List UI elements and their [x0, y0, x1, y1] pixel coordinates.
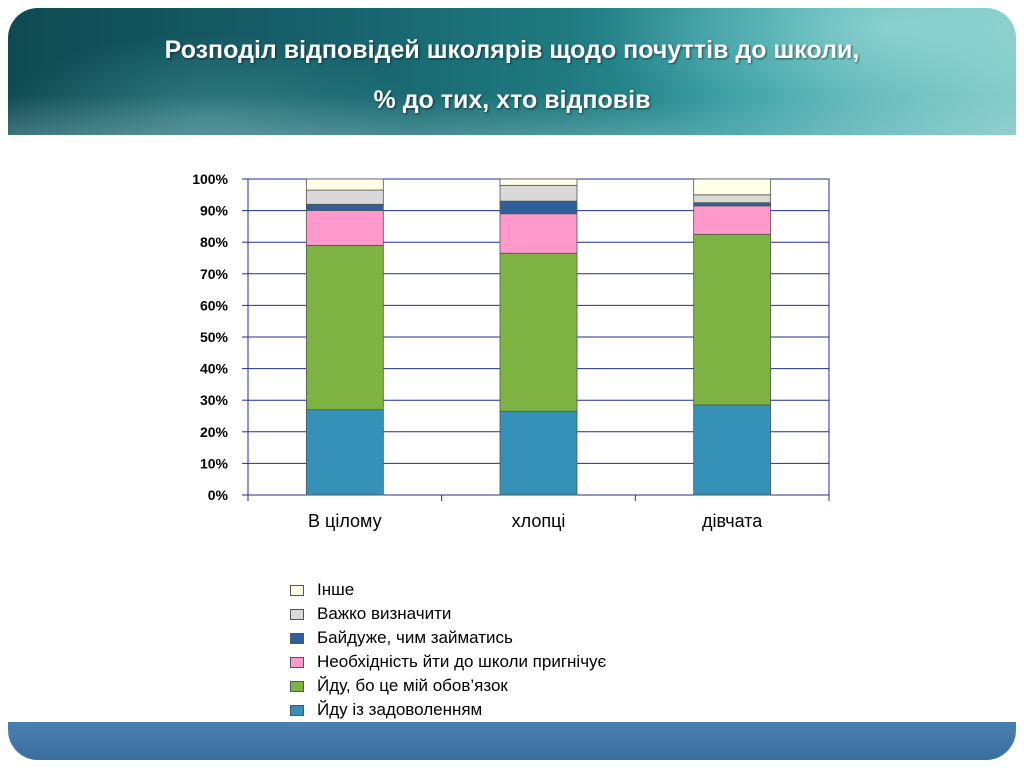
legend-label: Йду, бо це мій обов’язок [317, 676, 508, 695]
bar-segment [499, 213, 578, 254]
slide-subtitle: % до тих, хто відповів [373, 86, 651, 114]
x-category-label: дівчата [702, 511, 763, 531]
legend-swatch [290, 656, 304, 668]
bar-segment [693, 202, 772, 207]
legend-swatch [290, 608, 304, 620]
legend-swatch [290, 704, 304, 716]
y-tick-label: 100% [192, 171, 228, 187]
x-category-label: хлопці [512, 511, 566, 531]
title-banner [8, 8, 1016, 135]
legend-label: Інше [317, 580, 355, 599]
legend-item: Йду із задоволенням [290, 698, 606, 722]
legend-item: Необхідність йти до школи пригнічує [290, 650, 606, 674]
bar-segment [305, 189, 384, 205]
legend-label: Важко визначити [317, 604, 452, 623]
y-tick-label: 30% [200, 392, 229, 408]
legend-item: Байдуже, чим займатись [290, 626, 606, 650]
legend-label: Байдуже, чим займатись [317, 628, 513, 647]
bar-segment [499, 410, 578, 496]
bar-segment [693, 404, 772, 496]
slide-title: Розподіл відповідей школярів щодо почутт… [164, 36, 860, 64]
legend-item: Інше [290, 578, 606, 602]
bar-segment [305, 409, 384, 496]
bar-segment [693, 178, 772, 196]
bar-segment [499, 184, 578, 202]
y-tick-label: 80% [200, 234, 229, 250]
legend-item: Важко визначити [290, 602, 606, 626]
bar-segment [693, 194, 772, 204]
y-tick-label: 60% [200, 297, 229, 313]
y-tick-label: 50% [200, 329, 229, 345]
bar-segment [499, 178, 578, 186]
y-tick-label: 90% [200, 203, 229, 219]
x-category-label: В цілому [308, 511, 382, 531]
y-tick-label: 0% [208, 487, 229, 503]
legend-label: Необхідність йти до школи пригнічує [317, 652, 607, 671]
legend-swatch [290, 584, 304, 596]
legend-swatch [290, 680, 304, 692]
y-tick-label: 10% [200, 455, 229, 471]
legend-label: Йду із задоволенням [317, 700, 483, 719]
y-tick-label: 40% [200, 361, 229, 377]
bar-segment [305, 203, 384, 211]
bar-segment [305, 178, 384, 191]
y-tick-label: 20% [200, 424, 229, 440]
stacked-bar-chart: 0% 10% 20% 30% 40% 50% 60% 70% 80% 90% 100% В цілом… [192, 171, 830, 531]
bar-segment [693, 233, 772, 406]
bar-segment [693, 205, 772, 235]
legend-item: Йду, бо це мій обов’язок [290, 674, 606, 698]
bar-segment [305, 210, 384, 246]
legend-swatch [290, 632, 304, 644]
bar-segment [499, 200, 578, 215]
y-tick-label: 70% [200, 266, 229, 282]
bar-segment [305, 244, 384, 411]
footer-bar [8, 722, 1016, 760]
chart-legend: Інше Важко визначити Байдуже, чим займатис… [290, 578, 606, 722]
bar-segment [499, 252, 578, 412]
